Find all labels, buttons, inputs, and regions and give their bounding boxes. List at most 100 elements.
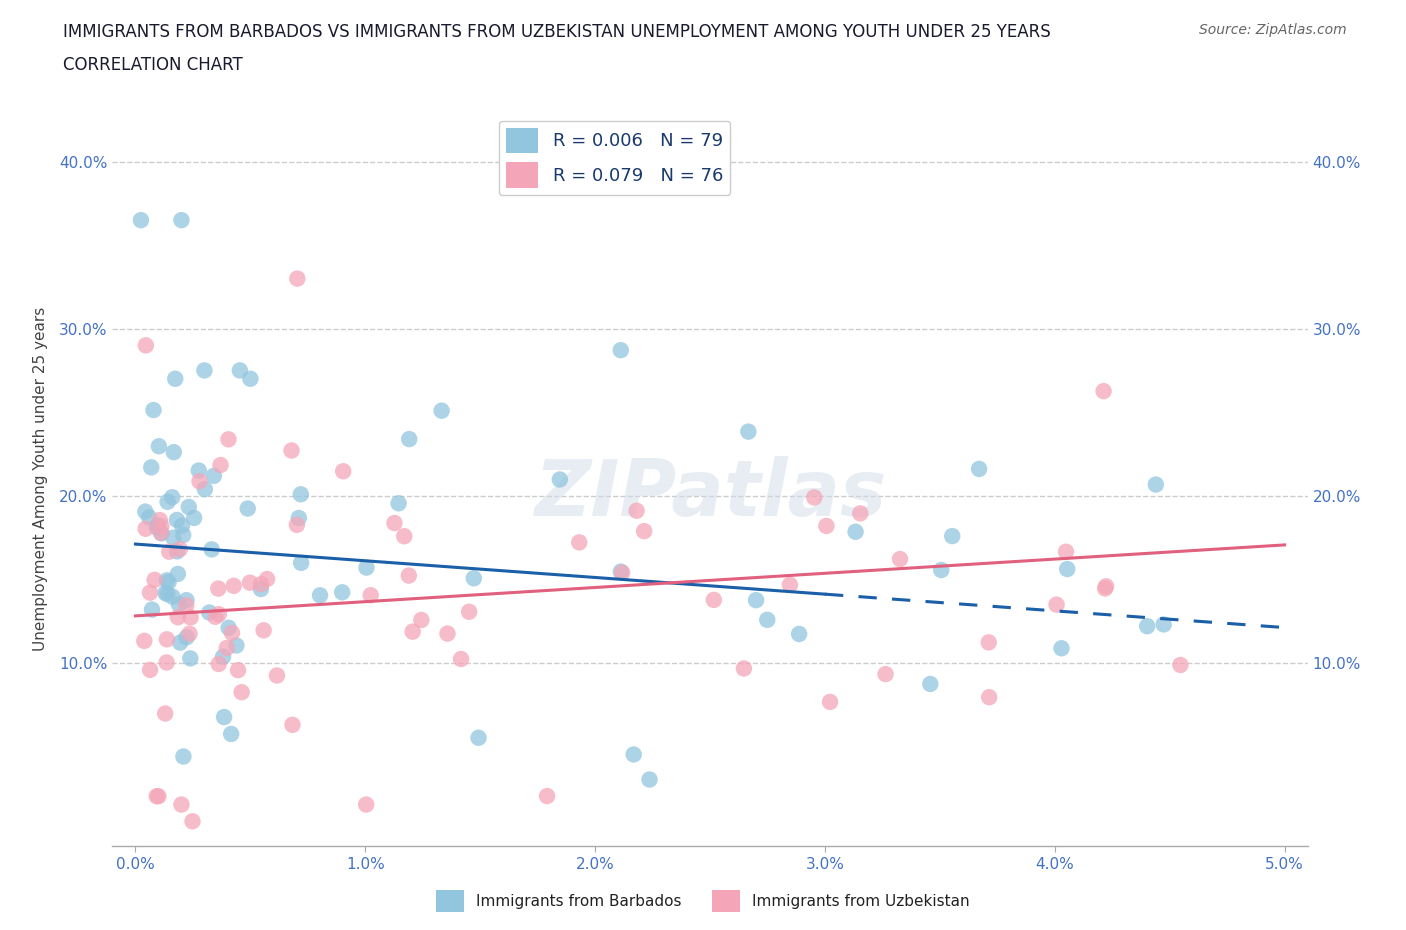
Point	[156, 655, 179, 670]
Point	[166, 566, 188, 581]
Text: IMMIGRANTS FROM BARBADOS VS IMMIGRANTS FROM UZBEKISTAN UNEMPLOYMENT AMONG YOUTH : IMMIGRANTS FROM BARBADOS VS IMMIGRANTS F…	[63, 23, 1052, 41]
Y-axis label: Unemployment Among Youth under 25 years: Unemployment Among Youth under 25 years	[32, 307, 48, 651]
Point	[1153, 617, 1175, 631]
Point	[889, 551, 911, 566]
Point	[202, 469, 225, 484]
Point	[229, 363, 252, 378]
Point	[1092, 384, 1115, 399]
Point	[207, 581, 229, 596]
Point	[166, 544, 188, 559]
Point	[463, 571, 485, 586]
Point	[398, 432, 420, 446]
Point	[162, 590, 184, 604]
Point	[215, 641, 238, 656]
Point	[1170, 658, 1192, 672]
Point	[309, 588, 332, 603]
Point	[204, 609, 226, 624]
Point	[920, 676, 942, 691]
Point	[225, 638, 247, 653]
Text: CORRELATION CHART: CORRELATION CHART	[63, 56, 243, 73]
Point	[733, 661, 755, 676]
Legend: Immigrants from Barbados, Immigrants from Uzbekistan: Immigrants from Barbados, Immigrants fro…	[430, 884, 976, 918]
Point	[170, 213, 193, 228]
Point	[280, 443, 302, 458]
Point	[450, 652, 472, 667]
Point	[239, 371, 262, 386]
Point	[148, 789, 170, 804]
Point	[1094, 581, 1116, 596]
Point	[176, 630, 198, 644]
Point	[1136, 618, 1159, 633]
Point	[179, 626, 201, 641]
Point	[188, 474, 211, 489]
Point	[703, 592, 725, 607]
Point	[163, 445, 186, 459]
Point	[143, 572, 166, 587]
Point	[142, 403, 165, 418]
Point	[290, 555, 312, 570]
Point	[219, 726, 242, 741]
Point	[737, 424, 759, 439]
Point	[141, 602, 163, 617]
Point	[756, 612, 779, 627]
Point	[387, 496, 409, 511]
Point	[138, 510, 160, 525]
Point	[160, 490, 183, 505]
Point	[288, 511, 311, 525]
Point	[172, 527, 194, 542]
Legend: R = 0.006   N = 79, R = 0.079   N = 76: R = 0.006 N = 79, R = 0.079 N = 76	[499, 121, 730, 195]
Point	[170, 518, 193, 533]
Point	[157, 544, 180, 559]
Point	[977, 635, 1000, 650]
Point	[166, 512, 188, 527]
Point	[430, 404, 453, 418]
Point	[134, 504, 156, 519]
Point	[148, 439, 170, 454]
Text: ZIPatlas: ZIPatlas	[534, 456, 886, 532]
Point	[411, 613, 433, 628]
Point	[458, 604, 481, 619]
Point	[239, 576, 262, 591]
Point	[150, 526, 173, 541]
Point	[779, 578, 801, 592]
Point	[146, 520, 169, 535]
Point	[156, 573, 179, 588]
Point	[194, 482, 217, 497]
Text: Source: ZipAtlas.com: Source: ZipAtlas.com	[1199, 23, 1347, 37]
Point	[167, 610, 190, 625]
Point	[281, 717, 304, 732]
Point	[155, 586, 177, 601]
Point	[174, 598, 197, 613]
Point	[156, 495, 179, 510]
Point	[330, 585, 353, 600]
Point	[226, 663, 249, 678]
Point	[1054, 544, 1077, 559]
Point	[609, 343, 631, 358]
Point	[162, 530, 184, 545]
Point	[157, 575, 180, 590]
Point	[356, 560, 378, 575]
Point	[145, 789, 167, 804]
Point	[384, 515, 406, 530]
Point	[187, 463, 209, 478]
Point	[169, 542, 191, 557]
Point	[1095, 578, 1118, 593]
Point	[979, 690, 1001, 705]
Point	[134, 633, 156, 648]
Point	[179, 651, 201, 666]
Point	[250, 581, 273, 596]
Point	[183, 511, 205, 525]
Point	[256, 572, 278, 587]
Point	[875, 667, 897, 682]
Point	[536, 789, 558, 804]
Point	[169, 635, 191, 650]
Point	[285, 517, 308, 532]
Point	[818, 695, 841, 710]
Point	[436, 626, 458, 641]
Point	[149, 525, 172, 540]
Point	[849, 506, 872, 521]
Point	[231, 684, 253, 699]
Point	[250, 577, 273, 591]
Point	[201, 542, 224, 557]
Point	[394, 529, 416, 544]
